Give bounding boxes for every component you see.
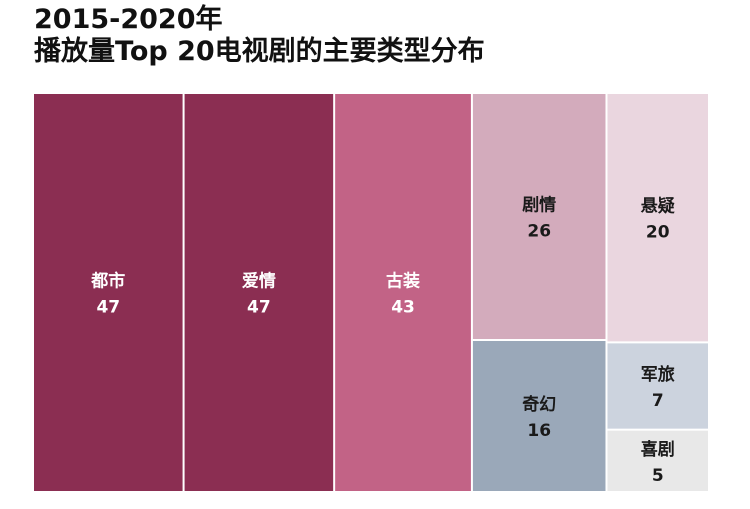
treemap-tile-0 (34, 94, 183, 491)
tile-value-label-1: 47 (247, 298, 271, 318)
tile-category-label-3: 剧情 (522, 195, 556, 216)
tile-category-label-6: 军旅 (641, 364, 675, 385)
tile-value-label-6: 7 (652, 391, 664, 411)
tile-category-label-7: 喜剧 (641, 440, 675, 460)
treemap-tile-2 (335, 94, 471, 491)
treemap-tile-7 (607, 430, 708, 491)
chart-title-line-1: 2015-2020年 (34, 4, 223, 35)
tile-value-label-4: 16 (527, 421, 551, 441)
tile-value-label-2: 43 (391, 298, 415, 318)
treemap-tile-5 (607, 94, 708, 342)
tile-value-label-7: 5 (652, 466, 664, 486)
tile-category-label-2: 古装 (386, 271, 420, 292)
chart-title-line-2: 播放量Top 20电视剧的主要类型分布 (34, 36, 485, 67)
tile-value-label-5: 20 (646, 223, 670, 243)
tile-category-label-5: 悬疑 (641, 197, 675, 217)
tile-category-label-1: 爱情 (242, 271, 276, 292)
tile-value-label-0: 47 (96, 298, 120, 318)
tile-value-label-3: 26 (527, 222, 551, 242)
tile-category-label-4: 奇幻 (522, 394, 556, 415)
treemap-tile-6 (607, 343, 708, 429)
tile-category-label-0: 都市 (90, 271, 125, 292)
treemap-tile-4 (472, 341, 606, 491)
treemap-tile-1 (184, 94, 334, 491)
treemap-tile-3 (472, 94, 606, 339)
